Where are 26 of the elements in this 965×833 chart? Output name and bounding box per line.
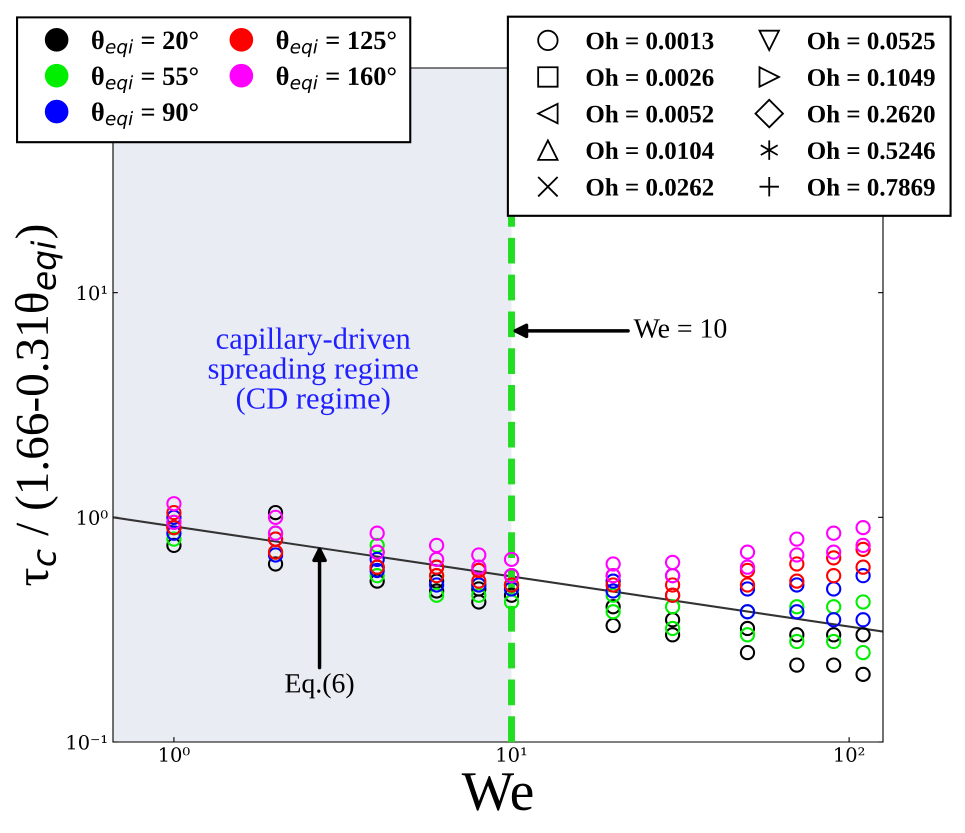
legend-label: Oh = 0.7869 xyxy=(808,178,935,196)
legend-label: Oh = 0.2620 xyxy=(808,104,935,123)
y-tick-label: 10⁻¹ xyxy=(68,734,107,750)
annotation: Eq.(6) xyxy=(285,673,354,698)
legend-label: θ$_{eqi}$ = 125° xyxy=(276,30,396,58)
legend-label: Oh = 0.0026 xyxy=(586,68,714,86)
annotation: capillary-driven spreading regime (CD regime) xyxy=(208,327,418,416)
legend-label: Oh = 0.5246 xyxy=(808,142,935,160)
y-axis-title: τ$_{c}$ / (1.66-0.31θ$_{eqi}$) xyxy=(14,226,62,586)
x-tick-label: 10¹ xyxy=(498,747,526,762)
legend-label: θ$_{eqi}$ = 90° xyxy=(92,102,198,129)
legend-label: θ$_{eqi}$ = 55° xyxy=(92,66,198,94)
y-tick-label: 10¹ xyxy=(78,286,107,300)
legend-label: Oh = 0.1049 xyxy=(808,68,935,86)
x-tick-label: 10² xyxy=(835,747,864,762)
legend-label: θ$_{eqi}$ = 160° xyxy=(276,66,396,94)
legend-label: Oh = 0.0525 xyxy=(808,32,935,50)
legend-label: Oh = 0.0262 xyxy=(586,178,714,196)
annotation: We = 10 xyxy=(634,319,726,338)
legend-label: Oh = 0.0013 xyxy=(586,32,714,50)
x-tick-label: 10⁰ xyxy=(160,747,190,762)
x-axis-title: We xyxy=(462,773,532,811)
legend-label: Oh = 0.0104 xyxy=(586,142,714,160)
legend-label: θ$_{eqi}$ = 20° xyxy=(92,30,198,58)
y-tick-label: 10⁰ xyxy=(78,510,108,525)
legend-label: Oh = 0.0052 xyxy=(586,104,714,123)
